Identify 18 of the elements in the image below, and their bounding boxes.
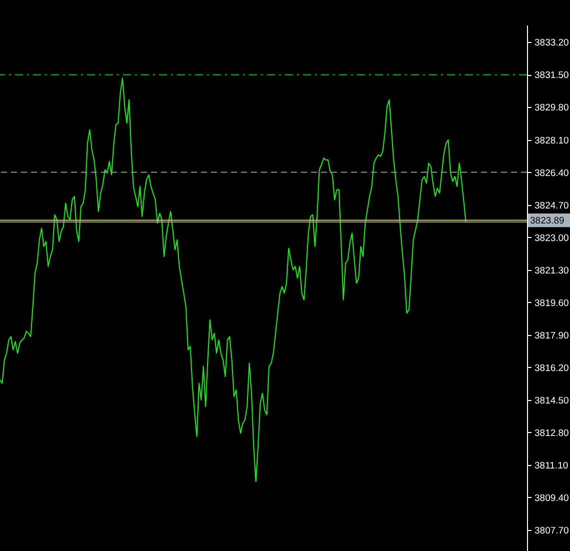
y-tick-label: 3817.90	[534, 330, 569, 342]
ref-line-label: 3823.89	[530, 215, 564, 226]
y-tick-label: 3829.80	[534, 102, 569, 114]
line-series	[0, 77, 466, 482]
y-tick-label: 3812.80	[534, 428, 569, 439]
y-tick-label: 3811.10	[534, 460, 568, 472]
y-tick-label: 3823.00	[534, 232, 569, 244]
y-tick-label: 3816.20	[534, 362, 569, 374]
y-tick-label: 3833.20	[534, 38, 569, 49]
y-tick-label: 3826.40	[534, 168, 569, 179]
y-tick-label: 3824.70	[534, 200, 569, 212]
y-tick-label: 3807.70	[534, 525, 569, 536]
y-tick-label: 3821.30	[534, 265, 569, 276]
y-tick-label: 3819.60	[534, 298, 569, 309]
y-tick-label: 3814.50	[534, 395, 569, 406]
y-tick-label: 3831.50	[534, 70, 569, 82]
y-tick-label: 3809.40	[534, 492, 569, 504]
y-tick-label: 3828.10	[534, 135, 569, 146]
